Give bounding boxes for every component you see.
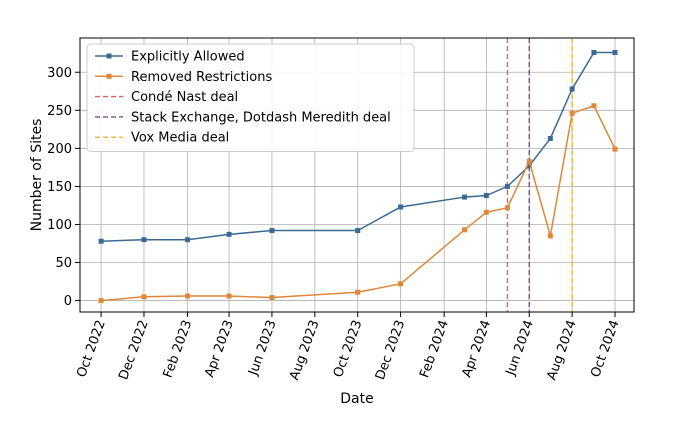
y-tick-label: 300 (47, 66, 72, 81)
y-tick-label: 250 (47, 104, 72, 119)
x-tick-label: Oct 2024 (588, 318, 623, 379)
deal-lines (506, 38, 573, 312)
x-tick-label: Oct 2022 (74, 318, 109, 379)
data-point (483, 209, 489, 215)
legend-label: Vox Media deal (131, 131, 229, 146)
data-point (141, 237, 147, 243)
legend-marker (106, 73, 112, 79)
data-point (504, 205, 510, 211)
x-tick-label: Aug 2024 (544, 318, 580, 382)
legend-marker (106, 53, 112, 59)
x-tick-label: Dec 2022 (116, 318, 151, 382)
data-point (462, 227, 468, 233)
data-point (185, 237, 191, 243)
legend-label: Condé Nast deal (131, 90, 238, 105)
data-point (355, 289, 361, 295)
y-tick-label: 50 (55, 256, 72, 271)
data-point (185, 293, 191, 299)
y-tick-label: 100 (47, 218, 72, 233)
data-point (269, 228, 275, 234)
data-point (504, 183, 510, 189)
data-point (398, 281, 404, 287)
y-tick-label: 0 (64, 294, 72, 309)
x-tick-label: Jun 2024 (503, 318, 537, 378)
data-point (569, 86, 575, 92)
x-tick-label: Dec 2023 (373, 318, 408, 382)
data-point (398, 204, 404, 210)
x-tick-label: Apr 2024 (460, 318, 495, 379)
data-point (591, 103, 597, 109)
plot-frame (79, 37, 635, 313)
legend-label: Stack Exchange, Dotdash Meredith deal (131, 110, 391, 125)
legend-label: Removed Restrictions (131, 70, 272, 85)
data-point (483, 193, 489, 199)
y-axis-ticks: 0 50 100 150 200 250 300 (47, 66, 80, 309)
data-point (98, 238, 104, 244)
legend: Explicitly Allowed Removed Restrictions Co… (86, 43, 415, 152)
data-point (462, 194, 468, 200)
data-point (98, 298, 104, 304)
data-point (612, 49, 618, 55)
data-point (226, 231, 232, 237)
series (98, 49, 618, 304)
y-tick-label: 150 (47, 180, 72, 195)
x-tick-label: Aug 2023 (287, 318, 323, 382)
data-point (612, 146, 618, 152)
data-point (269, 295, 275, 301)
x-axis-ticks: Oct 2022 Dec 2022 Feb 2023 Apr 2023 Jun 2023… (74, 312, 623, 382)
data-point (355, 228, 361, 234)
x-tick-label: Feb 2023 (161, 318, 196, 380)
legend-box (86, 43, 415, 152)
x-tick-label: Apr 2023 (202, 318, 237, 379)
x-tick-label: Oct 2023 (331, 318, 366, 379)
legend-label: Explicitly Allowed (131, 50, 245, 65)
data-point (141, 294, 147, 300)
data-point (547, 233, 553, 239)
data-point (226, 293, 232, 299)
data-point (526, 163, 532, 169)
y-tick-label: 200 (47, 142, 72, 157)
x-axis-title: Date (340, 391, 373, 407)
data-point (569, 110, 575, 116)
data-point (591, 49, 597, 55)
data-point (547, 135, 553, 141)
x-tick-label: Jun 2023 (246, 318, 280, 378)
data-point (526, 158, 532, 164)
y-axis-title: Number of Sites (29, 119, 45, 232)
x-tick-label: Feb 2024 (417, 318, 452, 380)
